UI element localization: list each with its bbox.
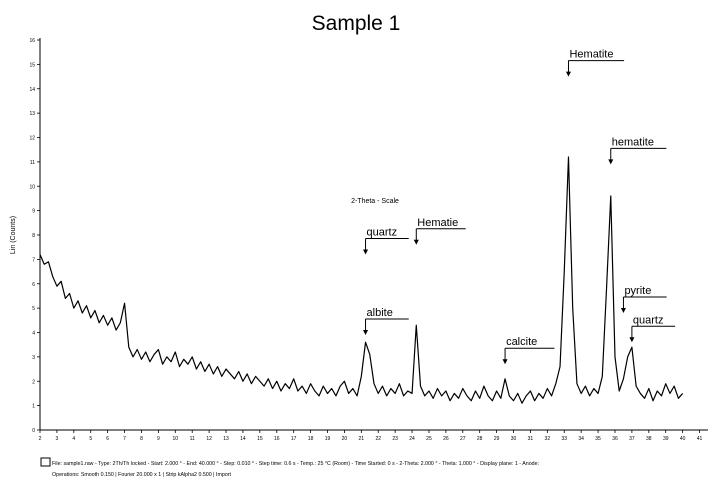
- y-tick-label: 7: [32, 257, 35, 263]
- x-tick-label: 26: [443, 436, 449, 442]
- annotation-label: calcite: [506, 336, 537, 348]
- x-tick-label: 3: [56, 436, 59, 442]
- x-tick-label: 25: [426, 436, 432, 442]
- annotation-arrowhead: [608, 159, 614, 165]
- x-tick-label: 39: [663, 436, 669, 442]
- annotation-arrowhead: [363, 329, 369, 335]
- y-tick-label: 9: [32, 209, 35, 215]
- x-tick-label: 7: [123, 436, 126, 442]
- x-tick-label: 16: [274, 436, 280, 442]
- y-tick-label: 16: [29, 38, 35, 44]
- annotation-label: Hematite: [569, 49, 613, 61]
- y-tick-label: 3: [32, 355, 35, 361]
- x-tick-label: 19: [325, 436, 331, 442]
- x-tick-label: 36: [612, 436, 618, 442]
- x-tick-label: 33: [561, 436, 567, 442]
- footer-icon: [40, 457, 51, 467]
- y-tick-label: 1: [32, 404, 35, 410]
- annotation-arrowhead: [413, 239, 419, 245]
- annotation-arrowhead: [502, 359, 508, 365]
- x-tick-label: 31: [528, 436, 534, 442]
- chart-title: Sample 1: [312, 12, 401, 35]
- x-tick-label: 13: [223, 436, 229, 442]
- y-tick-label: 6: [32, 282, 35, 288]
- y-tick-label: 8: [32, 233, 35, 239]
- x-tick-label: 20: [342, 436, 348, 442]
- x-tick-label: 41: [697, 436, 703, 442]
- y-tick-label: 4: [32, 331, 35, 337]
- x-tick-label: 12: [206, 436, 212, 442]
- y-tick-label: 15: [29, 62, 35, 68]
- y-tick-label: 11: [30, 160, 35, 166]
- x-tick-label: 37: [629, 436, 635, 442]
- annotation-arrowhead: [629, 337, 635, 343]
- x-tick-label: 34: [578, 436, 584, 442]
- x-tick-label: 4: [72, 436, 75, 442]
- x-tick-label: 28: [477, 436, 483, 442]
- x-tick-label: 17: [291, 436, 297, 442]
- y-tick-label: 0: [32, 428, 35, 434]
- x-axis-label: 2-Theta - Scale: [351, 198, 399, 205]
- x-tick-label: 8: [140, 436, 143, 442]
- x-tick-label: 32: [545, 436, 551, 442]
- y-tick-label: 13: [29, 111, 35, 117]
- annotation-label: Hematie: [417, 217, 458, 229]
- pattern-line: [39, 156, 684, 404]
- x-tick-label: 24: [409, 436, 415, 442]
- x-tick-label: 18: [308, 436, 314, 442]
- annotation-arrowhead: [565, 71, 571, 77]
- x-tick-label: 2: [39, 436, 42, 442]
- y-tick-label: 12: [29, 136, 35, 142]
- annotation-label: quartz: [633, 314, 664, 326]
- annotation-label: quartz: [367, 227, 398, 239]
- y-tick-label: 14: [29, 87, 35, 93]
- x-tick-label: 5: [89, 436, 92, 442]
- x-tick-label: 23: [392, 436, 398, 442]
- x-tick-label: 11: [190, 436, 195, 442]
- x-tick-label: 27: [460, 436, 466, 442]
- x-tick-label: 38: [646, 436, 652, 442]
- x-tick-label: 22: [375, 436, 381, 442]
- x-tick-label: 29: [494, 436, 500, 442]
- annotation-label: pyrite: [624, 285, 651, 297]
- footer-line: File: sample1.raw - Type: 2Th/Th locked …: [52, 461, 539, 467]
- x-tick-label: 9: [157, 436, 160, 442]
- annotation-arrowhead: [620, 308, 626, 313]
- x-tick-label: 15: [257, 436, 263, 442]
- y-tick-label: 2: [32, 379, 35, 385]
- x-tick-label: 40: [680, 436, 686, 442]
- y-tick-label: 5: [32, 306, 35, 312]
- x-tick-label: 30: [511, 436, 517, 442]
- annotation-arrowhead: [363, 249, 369, 255]
- x-tick-label: 6: [106, 436, 109, 442]
- annotation-label: hematite: [612, 136, 654, 148]
- annotation-label: albite: [367, 307, 393, 319]
- x-tick-label: 14: [240, 436, 246, 442]
- y-tick-label: 10: [29, 184, 35, 190]
- x-tick-label: 35: [595, 436, 601, 442]
- x-tick-label: 21: [359, 436, 365, 442]
- footer-line: Operations: Smooth 0.150 | Fourier 20.00…: [52, 472, 232, 478]
- x-tick-label: 10: [173, 436, 179, 442]
- y-axis-label: Lin (Counts): [10, 216, 17, 254]
